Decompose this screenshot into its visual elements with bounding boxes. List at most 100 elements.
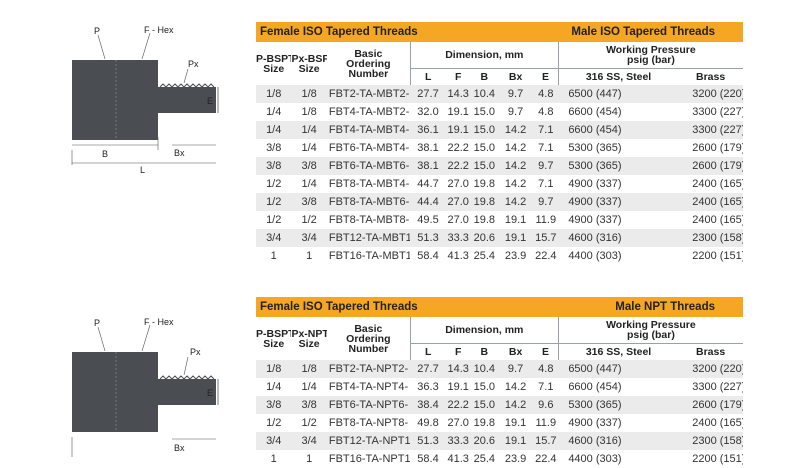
cell-code: FBT8-TA-MBT6- [326,193,411,211]
cell-p: 3/8 [256,396,292,414]
cell-brass: 2400 (165) [678,193,743,211]
cell-p: 1/4 [256,121,292,139]
cell-code: FBT12-TA-NPT12- [326,432,411,450]
cell-ss: 6600 (454) [558,121,679,139]
cell-e: 7.1 [538,142,554,154]
cell-code: FBT6-TA-MBT4- [328,142,410,154]
cell-p: 1/4 [266,381,282,393]
cell-ss: 4900 (337) [568,178,622,190]
fitting-diagram: P F - Hex Px E B Bx L [60,25,225,175]
label-bx: Bx [174,148,185,158]
cell-ss: 6600 (454) [568,381,622,393]
cell-bx: 14.2 [497,157,534,175]
cell-f: 22.2 [445,157,471,175]
cell-code: FBT6-TA-NPT6- [326,396,411,414]
cell-e: 4.8 [533,360,559,378]
label-e: E [207,96,213,106]
cell-b: 25.4 [473,453,496,465]
cell-px: 1 [306,250,313,262]
table-row: 1/4 1/8 FBT4-TA-MBT2- 32.0 19.1 15.0 9.7 4.8 660… [256,103,743,121]
cell-ss: 4900 (337) [568,417,622,429]
cell-brass: 2600 (179) [678,157,743,175]
cell-px: 1/2 [301,417,317,429]
cell-l: 36.3 [417,381,439,393]
cell-f: 19.1 [445,121,471,139]
label-f-hex: F - Hex [144,25,174,35]
cell-bx: 14.2 [497,193,534,211]
cell-b: 20.6 [470,229,498,247]
cell-px: 1/4 [291,121,327,139]
table-row: 1/2 1/2 FBT8-TA-MBT8- 49.5 27.0 19.8 19.1 11.9 4… [256,211,743,229]
header-dimension: Dimension, mm [409,317,559,344]
cell-e: 7.1 [538,178,554,190]
label-p: P [94,318,100,328]
cell-b: 15.0 [473,142,496,154]
table-row: 1/4 1/4 FBT4-TA-MBT4- 36.1 19.1 15.0 14.2 7.1 66… [256,121,743,139]
header-p-size: P-BSPT Size [256,52,292,75]
header-px-size: Px-BSPT Size [291,52,327,75]
fitting-cross-section: P F - Hex Px E Bx [71,317,219,457]
header-dim-bx: Bx [508,346,523,358]
cell-brass: 2400 (165) [692,214,743,226]
cell-b: 15.0 [473,106,496,118]
cell-bx: 14.2 [504,142,527,154]
table-row: 1/4 1/4 FBT4-TA-NPT4- 36.3 19.1 15.0 14.2 7.1 66… [256,378,743,396]
header-px-size: Px-NPT Size [291,327,327,350]
cell-px: 1/2 [301,214,317,226]
cell-ss: 4600 (316) [558,229,679,247]
cell-l: 49.5 [417,214,439,226]
header-brass: Brass [696,71,726,83]
header-brass: Brass [696,346,726,358]
cell-bx: 14.2 [497,121,534,139]
table-row: 3/43/4FBT12-TA-NPT12-51.333.320.619.115.… [256,432,743,450]
cell-p: 1/4 [266,106,282,118]
header-dimension: Dimension, mm [409,42,559,69]
label-bx: Bx [174,443,185,453]
header-dim-l: L [409,343,446,360]
cell-brass: 2400 (165) [692,178,743,190]
cell-e: 15.7 [533,432,559,450]
cell-f: 19.1 [447,106,469,118]
header-dim-bx: Bx [508,71,523,83]
cell-f: 27.0 [447,214,469,226]
cell-ss: 4900 (337) [558,193,679,211]
header-dim-l: L [409,68,446,85]
cell-px: 1/8 [291,85,327,103]
cell-f: 14.3 [445,85,471,103]
cell-brass: 2600 (179) [692,142,743,154]
cell-b: 15.0 [470,396,498,414]
cell-b: 19.8 [473,417,496,429]
cell-bx: 14.2 [504,178,527,190]
cell-l: 38.1 [417,142,439,154]
cell-brass: 3300 (227) [692,381,743,393]
cell-b: 15.0 [470,121,498,139]
cell-l: 32.0 [417,106,439,118]
header-dim-b: B [480,71,489,83]
cell-ss: 5300 (365) [568,142,622,154]
cell-bx: 9.7 [497,360,534,378]
cell-brass: 3200 (220) [678,85,743,103]
cell-b: 20.6 [470,432,498,450]
cell-brass: 2200 (151) [692,453,743,465]
cell-code: FBT4-TA-NPT4- [328,381,409,393]
cell-l: 58.4 [417,453,439,465]
cell-code: FBT4-TA-MBT2- [328,106,410,118]
cell-f: 22.2 [445,396,471,414]
label-e: E [207,388,213,398]
cell-bx: 14.2 [504,381,527,393]
table-row: 1/8 1/8 FBT2-TA-MBT2- 27.7 14.3 10.4 9.7 4.8 650… [256,85,743,103]
cell-bx: 19.1 [497,432,534,450]
cell-ss: 6500 (447) [558,360,679,378]
cell-bx: 9.7 [507,106,524,118]
cell-f: 33.3 [445,229,471,247]
cell-ss: 6600 (454) [568,106,622,118]
cell-ss: 4400 (303) [568,250,622,262]
cell-l: 44.7 [417,178,439,190]
cell-e: 9.7 [533,157,559,175]
banner-female-threads: Female ISO Tapered Threads [256,22,471,42]
header-dim-f: F [455,346,462,358]
table-row: 3/8 3/8 FBT6-TA-MBT6- 38.1 22.2 15.0 14.2 9.7 53… [256,157,743,175]
cell-b: 25.4 [473,250,496,262]
fitting-cross-section: P F - Hex Px E B Bx L [71,25,219,175]
spec-table-iso-male-iso: Female ISO Tapered Threads Male ISO Taper… [256,22,743,265]
